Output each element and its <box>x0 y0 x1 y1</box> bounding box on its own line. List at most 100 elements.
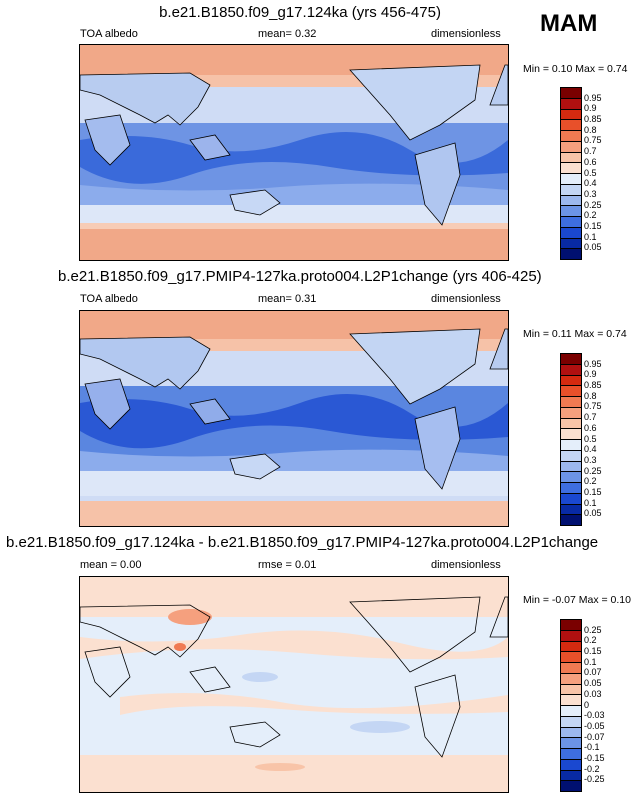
colorbar-swatch <box>561 418 581 430</box>
colorbar-swatch <box>561 493 581 505</box>
colorbar-swatch <box>561 483 581 494</box>
colorbar-label: 0.2 <box>584 635 597 646</box>
colorbar-swatch <box>561 206 581 217</box>
colorbar-swatch <box>561 695 581 706</box>
colorbar-label: 0.3 <box>584 188 597 199</box>
colorbar-label: 0.5 <box>584 167 597 178</box>
colorbar-label: 0.15 <box>584 220 602 231</box>
colorbar-label: 0.7 <box>584 146 597 157</box>
colorbar-swatch <box>561 141 581 153</box>
colorbar-label: 0.2 <box>584 210 597 221</box>
colorbar-label: 0.5 <box>584 433 597 444</box>
panel-2-colorbar <box>560 353 582 526</box>
panel-3-minmax-label: Min = -0.07 Max = 0.10 <box>523 594 631 606</box>
colorbar-label: 0.4 <box>584 178 597 189</box>
colorbar-swatch <box>561 727 581 739</box>
colorbar-swatch <box>561 706 581 717</box>
colorbar-label: 0.8 <box>584 390 597 401</box>
colorbar-swatch <box>561 407 581 419</box>
colorbar-label: 0.03 <box>584 688 602 699</box>
colorbar-swatch <box>561 620 581 631</box>
colorbar-label: 0.95 <box>584 92 602 103</box>
colorbar-label: -0.03 <box>584 710 605 721</box>
colorbar-swatch <box>561 759 581 771</box>
colorbar-swatch <box>561 397 581 408</box>
colorbar-swatch <box>561 738 581 749</box>
panel-3-colorbar-labels: 0.25 0.2 0.15 0.1 0.07 0.05 0.03 0 -0.03… <box>584 619 624 790</box>
panel-1-map <box>79 44 509 261</box>
colorbar-label: 0.6 <box>584 422 597 433</box>
panel-1-units-label: dimensionless <box>431 28 501 40</box>
panel-2-minmax-label: Min = 0.11 Max = 0.74 <box>523 328 627 340</box>
colorbar-swatch <box>561 152 581 164</box>
colorbar-swatch <box>561 770 581 782</box>
panel-1-colorbar <box>560 87 582 260</box>
colorbar-swatch <box>561 472 581 483</box>
panel-1-variable-label: TOA albedo <box>80 28 138 40</box>
colorbar-label: 0.1 <box>584 497 597 508</box>
colorbar-label: 0.85 <box>584 114 602 125</box>
panel-3-title: b.e21.B1850.f09_g17.124ka - b.e21.B1850.… <box>6 534 599 551</box>
colorbar-swatch <box>561 450 581 462</box>
panel-3-map-graphic <box>80 577 508 792</box>
colorbar-swatch <box>561 195 581 207</box>
panel-1-mean-label: mean= 0.32 <box>258 28 317 40</box>
colorbar-label: 0.05 <box>584 508 602 519</box>
colorbar-label: 0.05 <box>584 242 602 253</box>
colorbar-swatch <box>561 217 581 228</box>
colorbar-swatch <box>561 641 581 653</box>
panel-3-colorbar <box>560 619 582 792</box>
colorbar-swatch <box>561 461 581 473</box>
colorbar-label: 0.25 <box>584 624 602 635</box>
panel-2-units-label: dimensionless <box>431 293 501 305</box>
colorbar-swatch <box>561 184 581 196</box>
colorbar-label: 0.07 <box>584 667 602 678</box>
colorbar-swatch <box>561 120 581 131</box>
panel-1-map-graphic <box>80 45 508 260</box>
colorbar-label: 0.95 <box>584 358 602 369</box>
colorbar-label: 0.05 <box>584 678 602 689</box>
colorbar-label: -0.1 <box>584 742 600 753</box>
colorbar-label: 0.1 <box>584 656 597 667</box>
colorbar-swatch <box>561 88 581 99</box>
colorbar-swatch <box>561 98 581 110</box>
colorbar-label: 0.85 <box>584 380 602 391</box>
colorbar-label: 0.7 <box>584 412 597 423</box>
colorbar-label: -0.07 <box>584 731 605 742</box>
colorbar-swatch <box>561 716 581 728</box>
colorbar-swatch <box>561 238 581 250</box>
colorbar-swatch <box>561 663 581 674</box>
panel-3-units-label: dimensionless <box>431 559 501 571</box>
panel-2-title: b.e21.B1850.f09_g17.PMIP4-127ka.proto004… <box>58 268 542 285</box>
colorbar-swatch <box>561 354 581 365</box>
colorbar-swatch <box>561 630 581 642</box>
panel-2-mean-label: mean= 0.31 <box>258 293 317 305</box>
colorbar-label: 0.1 <box>584 231 597 242</box>
colorbar-label: 0.25 <box>584 199 602 210</box>
colorbar-label: 0.75 <box>584 401 602 412</box>
panel-3-mean-label: mean = 0.00 <box>80 559 142 571</box>
panel-2-map <box>79 310 509 527</box>
panel-1-minmax-label: Min = 0.10 Max = 0.74 <box>523 63 628 75</box>
colorbar-label: 0.9 <box>584 369 597 380</box>
colorbar-swatch <box>561 163 581 174</box>
colorbar-label: 0.15 <box>584 486 602 497</box>
panel-1-title: b.e21.B1850.f09_g17.124ka (yrs 456-475) <box>159 4 441 21</box>
colorbar-label: 0.9 <box>584 103 597 114</box>
panel-3-rmse-label: rmse = 0.01 <box>258 559 317 571</box>
panel-2-map-graphic <box>80 311 508 526</box>
colorbar-swatch <box>561 440 581 451</box>
panel-2-colorbar-labels: 0.95 0.9 0.85 0.8 0.75 0.7 0.6 0.5 0.4 0… <box>584 353 624 524</box>
colorbar-label: -0.05 <box>584 720 605 731</box>
colorbar-swatch <box>561 364 581 376</box>
colorbar-label: 0.75 <box>584 135 602 146</box>
season-label: MAM <box>540 10 598 37</box>
colorbar-label: -0.2 <box>584 763 600 774</box>
colorbar-swatch <box>561 131 581 142</box>
colorbar-swatch <box>561 249 581 259</box>
colorbar-swatch <box>561 749 581 760</box>
colorbar-swatch <box>561 386 581 397</box>
colorbar-swatch <box>561 227 581 239</box>
colorbar-label: 0.15 <box>584 646 602 657</box>
colorbar-swatch <box>561 515 581 525</box>
